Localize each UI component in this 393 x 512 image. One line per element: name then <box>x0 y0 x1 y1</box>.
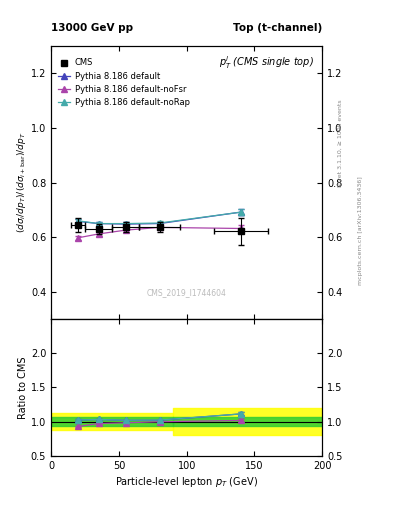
Text: Top (t-channel): Top (t-channel) <box>233 23 322 33</box>
X-axis label: Particle-level lepton $p_T$ (GeV): Particle-level lepton $p_T$ (GeV) <box>115 475 258 489</box>
Text: CMS_2019_I1744604: CMS_2019_I1744604 <box>147 288 227 297</box>
Legend: CMS, Pythia 8.186 default, Pythia 8.186 default-noFsr, Pythia 8.186 default-noRa: CMS, Pythia 8.186 default, Pythia 8.186 … <box>58 58 190 107</box>
Text: $p_T^l$ (CMS single top): $p_T^l$ (CMS single top) <box>219 54 314 71</box>
Text: 13000 GeV pp: 13000 GeV pp <box>51 23 133 33</box>
Y-axis label: Ratio to CMS: Ratio to CMS <box>18 356 28 419</box>
Text: Rivet 3.1.10, ≥ 100k events: Rivet 3.1.10, ≥ 100k events <box>338 99 343 187</box>
Text: mcplots.cern.ch [arXiv:1306.3436]: mcplots.cern.ch [arXiv:1306.3436] <box>358 176 363 285</box>
Y-axis label: $(d\sigma_i/dp_T)/(d\sigma_{i+\rm{bar}})/dp_T$: $(d\sigma_i/dp_T)/(d\sigma_{i+\rm{bar}})… <box>15 132 28 233</box>
